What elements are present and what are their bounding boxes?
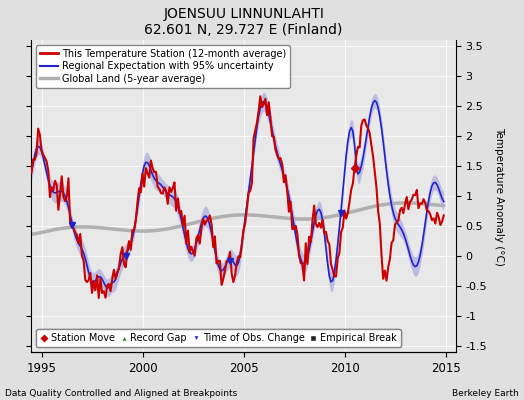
Text: Data Quality Controlled and Aligned at Breakpoints: Data Quality Controlled and Aligned at B… — [5, 389, 237, 398]
Y-axis label: Temperature Anomaly (°C): Temperature Anomaly (°C) — [494, 126, 504, 266]
Legend: Station Move, Record Gap, Time of Obs. Change, Empirical Break: Station Move, Record Gap, Time of Obs. C… — [36, 329, 401, 347]
Text: Berkeley Earth: Berkeley Earth — [452, 389, 519, 398]
Title: JOENSUU LINNUNLAHTI
62.601 N, 29.727 E (Finland): JOENSUU LINNUNLAHTI 62.601 N, 29.727 E (… — [145, 7, 343, 38]
